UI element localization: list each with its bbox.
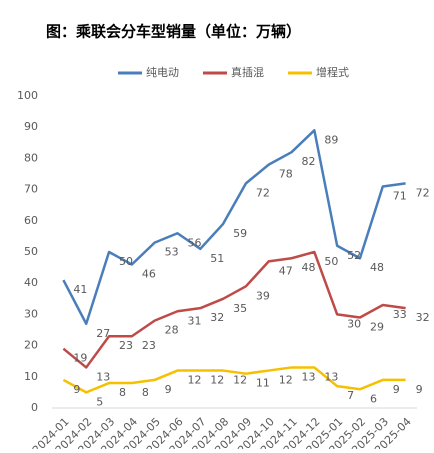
data-label: 8 [119, 386, 126, 399]
data-label: 51 [210, 252, 224, 265]
data-label: 5 [96, 395, 103, 408]
y-tick-label: 90 [24, 120, 38, 133]
data-label: 12 [279, 374, 293, 387]
data-label: 71 [393, 189, 407, 202]
data-label: 32 [210, 311, 224, 324]
data-label: 28 [165, 324, 179, 337]
data-label: 53 [165, 246, 179, 259]
data-label: 13 [96, 370, 110, 383]
legend-label: 增程式 [316, 65, 349, 79]
data-label: 9 [165, 383, 172, 396]
data-label: 29 [370, 321, 384, 334]
data-label: 12 [210, 374, 224, 387]
data-label: 50 [119, 255, 133, 268]
y-tick-label: 20 [24, 339, 38, 352]
data-label: 8 [142, 386, 149, 399]
data-label: 33 [393, 308, 407, 321]
data-label: 12 [187, 374, 201, 387]
data-label: 27 [96, 327, 110, 340]
series-line [62, 366, 406, 394]
data-label: 30 [347, 317, 361, 330]
data-label: 23 [119, 339, 133, 352]
y-tick-label: 70 [24, 183, 38, 196]
y-tick-label: 100 [17, 89, 38, 102]
data-label: 48 [302, 261, 316, 274]
data-label: 9 [73, 383, 80, 396]
data-label: 78 [279, 168, 293, 181]
data-label: 23 [142, 339, 156, 352]
data-label: 32 [416, 311, 430, 324]
chart-title: 图：乘联会分车型销量（单位：万辆） [46, 23, 301, 41]
data-label: 59 [233, 227, 247, 240]
y-tick-label: 30 [24, 307, 38, 320]
data-label: 72 [256, 186, 270, 199]
legend-label: 纯电动 [146, 66, 179, 79]
y-tick-label: 10 [24, 370, 38, 383]
data-label: 46 [142, 267, 156, 280]
y-tick-label: 40 [24, 276, 38, 289]
data-label: 13 [302, 370, 316, 383]
data-label: 11 [256, 377, 270, 390]
data-label: 47 [279, 264, 293, 277]
data-label: 41 [73, 283, 87, 296]
data-label: 48 [370, 261, 384, 274]
data-label: 56 [187, 236, 201, 249]
data-label: 72 [416, 186, 430, 199]
data-label: 89 [324, 133, 338, 146]
y-tick-label: 60 [24, 214, 38, 227]
legend-label: 真插混 [231, 65, 264, 79]
data-label: 9 [393, 383, 400, 396]
data-label: 12 [233, 374, 247, 387]
data-label: 52 [347, 249, 361, 262]
data-label: 82 [302, 155, 316, 168]
series-line [62, 250, 406, 369]
y-tick-label: 50 [24, 245, 38, 258]
data-label: 7 [347, 389, 354, 402]
data-label: 13 [324, 370, 338, 383]
data-label: 6 [370, 392, 377, 405]
data-label: 31 [187, 314, 201, 327]
series-line [62, 129, 406, 326]
data-label: 39 [256, 289, 270, 302]
y-tick-label: 0 [31, 401, 38, 414]
data-label: 19 [73, 352, 87, 365]
data-label: 9 [416, 383, 423, 396]
y-tick-label: 80 [24, 151, 38, 164]
data-label: 35 [233, 302, 247, 315]
data-label: 50 [324, 255, 338, 268]
